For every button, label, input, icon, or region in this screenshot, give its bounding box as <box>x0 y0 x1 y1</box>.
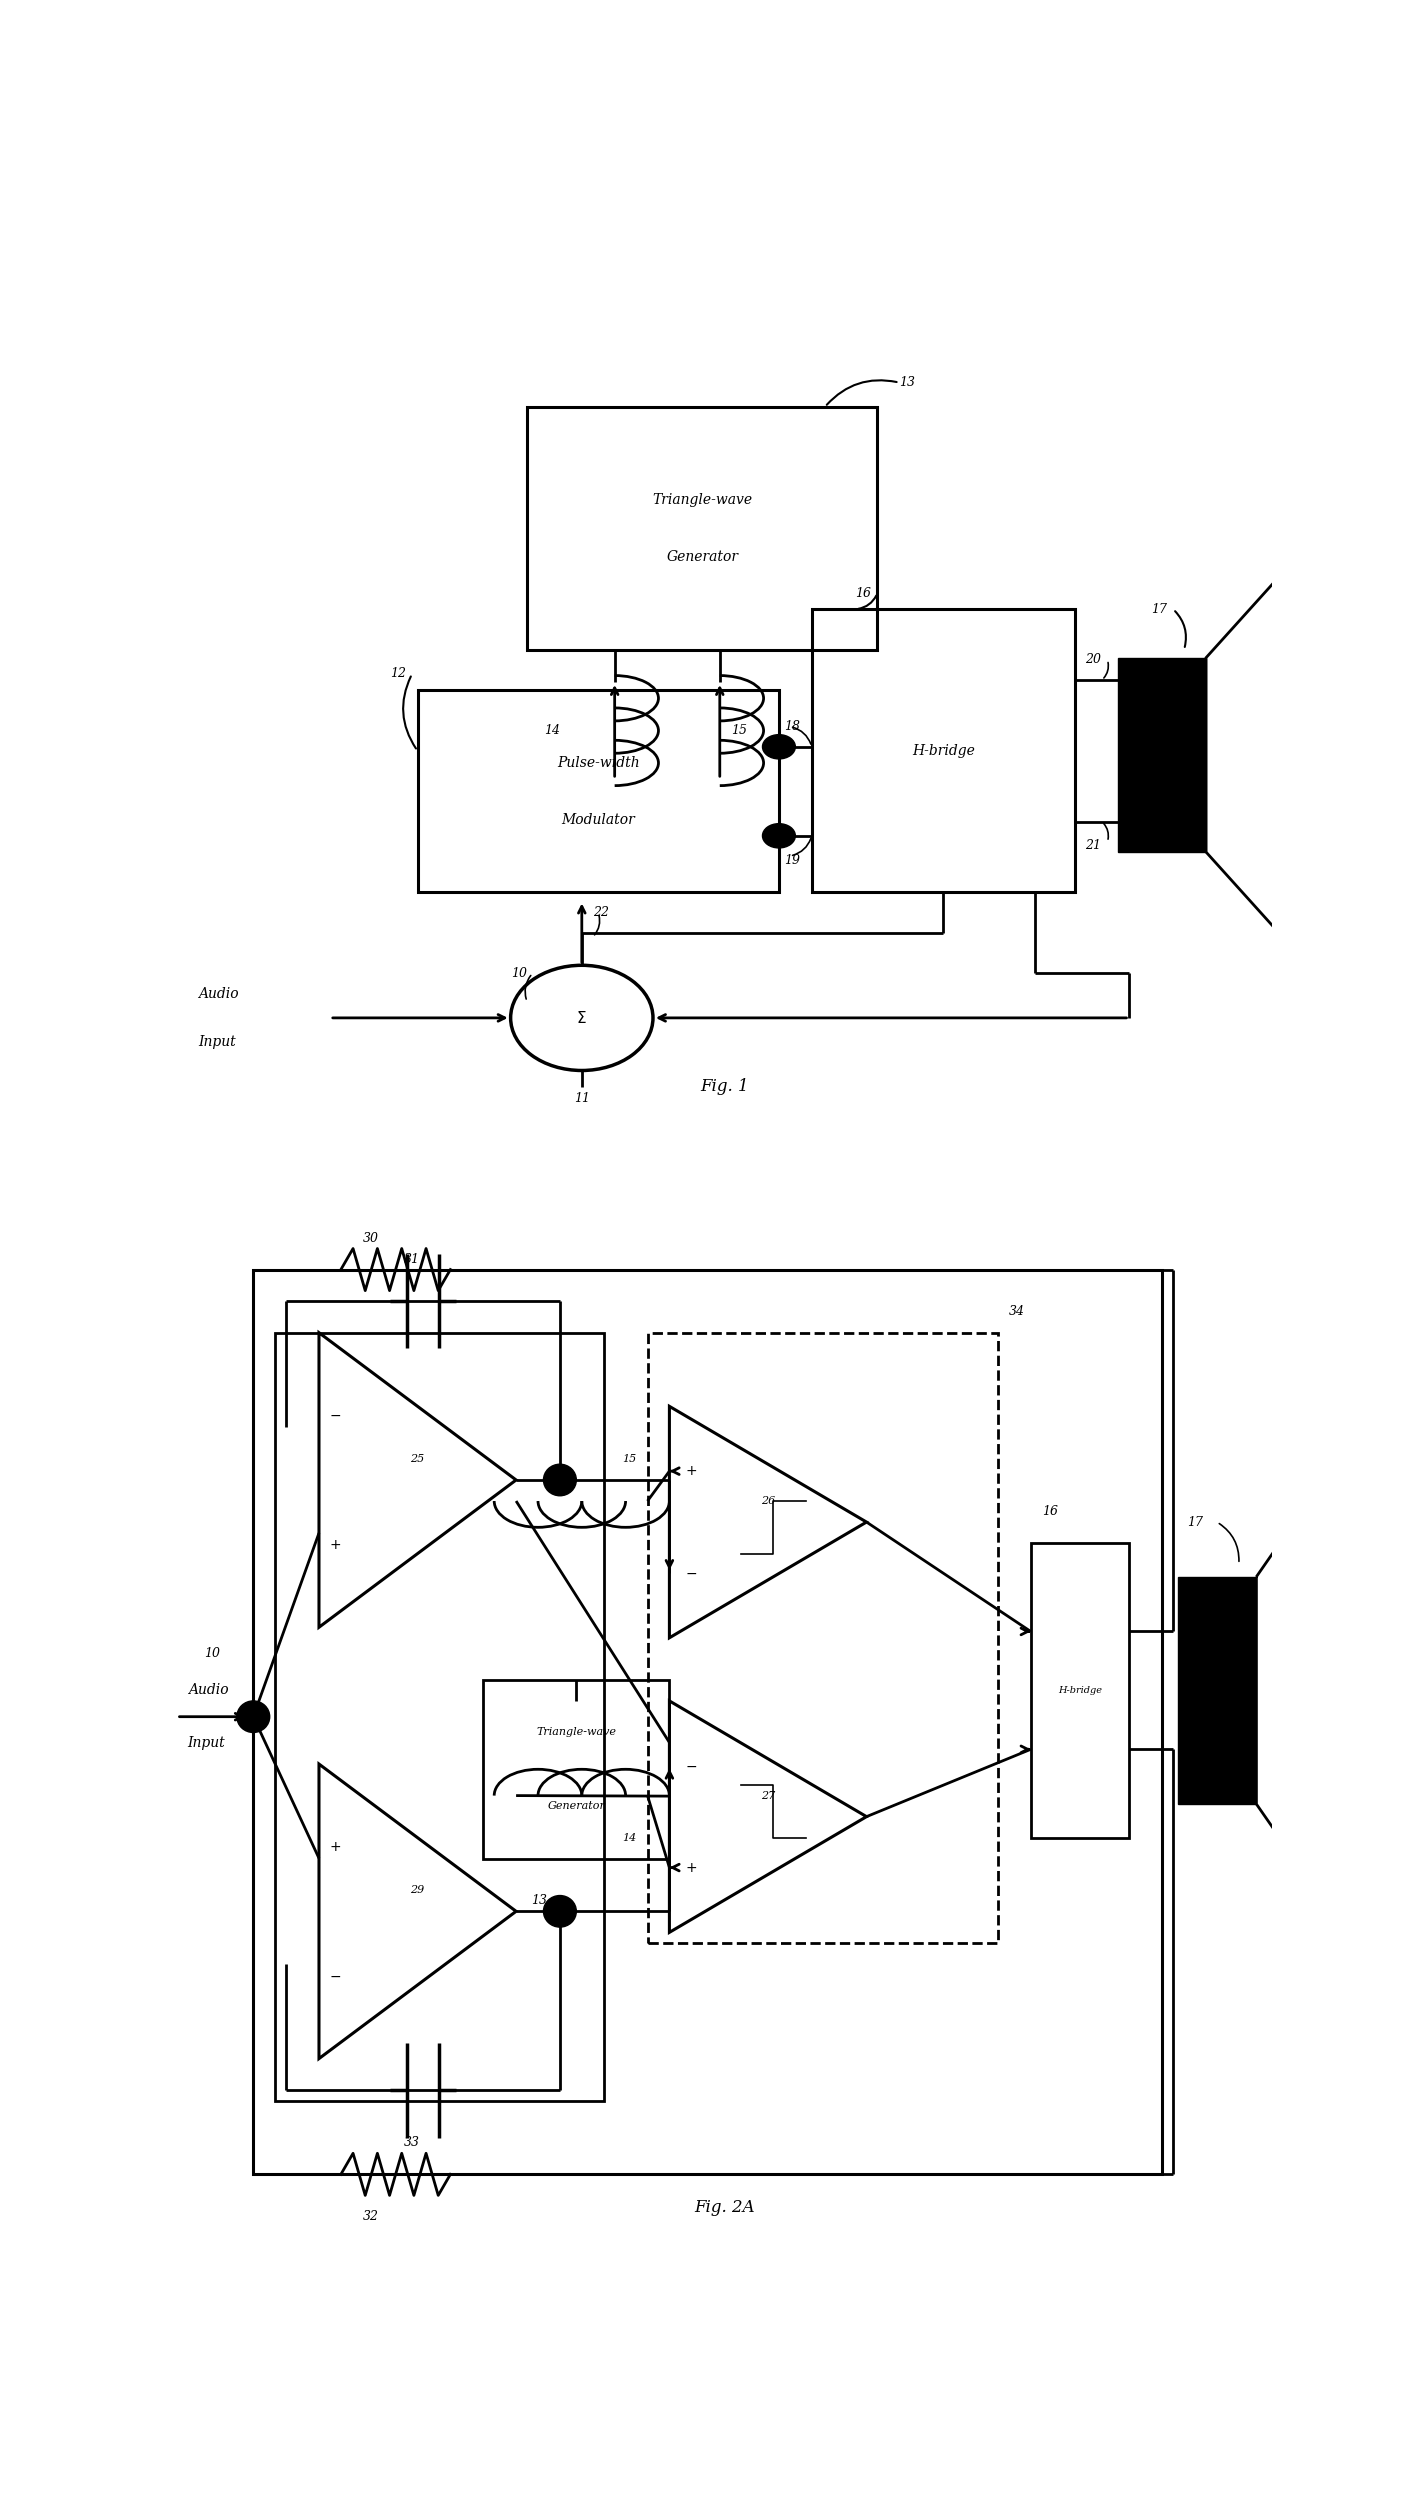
Text: Input: Input <box>198 1036 236 1048</box>
Text: Triangle-wave: Triangle-wave <box>537 1727 616 1737</box>
Text: 26: 26 <box>760 1496 776 1506</box>
Text: $+$: $+$ <box>685 1860 698 1875</box>
Text: 15: 15 <box>731 724 746 737</box>
Text: 16: 16 <box>856 586 872 598</box>
Bar <box>483 1679 670 1858</box>
Bar <box>1031 1544 1129 1838</box>
Text: 31: 31 <box>404 1252 420 1265</box>
Bar <box>253 1270 1161 2175</box>
Text: $-$: $-$ <box>685 1760 698 1772</box>
Text: 30: 30 <box>363 1232 379 1244</box>
Bar <box>418 691 779 892</box>
Text: 13: 13 <box>531 1896 547 1908</box>
Text: $+$: $+$ <box>329 1539 342 1551</box>
Text: Generator: Generator <box>547 1800 605 1810</box>
Text: 14: 14 <box>544 724 560 737</box>
Bar <box>811 608 1074 892</box>
Bar <box>647 1332 998 1943</box>
Text: 12: 12 <box>390 666 407 681</box>
Text: 29: 29 <box>410 1886 425 1896</box>
Text: 33: 33 <box>404 2137 420 2149</box>
Text: $-$: $-$ <box>329 1968 342 1984</box>
Circle shape <box>763 825 796 847</box>
Circle shape <box>237 1702 270 1732</box>
Text: Pulse-width: Pulse-width <box>557 757 640 769</box>
Text: 25: 25 <box>410 1453 425 1463</box>
Text: Generator: Generator <box>667 551 738 563</box>
Text: H-bridge: H-bridge <box>1058 1687 1102 1694</box>
Circle shape <box>544 1463 577 1496</box>
Text: Audio: Audio <box>198 985 239 1001</box>
Circle shape <box>763 734 796 759</box>
Text: 15: 15 <box>622 1453 636 1463</box>
Bar <box>527 407 877 649</box>
Text: $-$: $-$ <box>685 1566 698 1579</box>
Text: $\Sigma$: $\Sigma$ <box>577 1011 588 1026</box>
Text: 34: 34 <box>1009 1305 1024 1317</box>
Bar <box>276 1332 603 2102</box>
Text: H-bridge: H-bridge <box>911 744 975 757</box>
Text: 18: 18 <box>784 719 800 734</box>
Text: 11: 11 <box>574 1091 589 1106</box>
Text: 10: 10 <box>203 1647 220 1659</box>
Text: 14: 14 <box>622 1833 636 1843</box>
Text: Triangle-wave: Triangle-wave <box>653 493 752 508</box>
Text: 21: 21 <box>1085 840 1102 852</box>
Bar <box>1119 659 1207 852</box>
Text: 10: 10 <box>512 968 527 980</box>
Text: 20: 20 <box>1085 654 1102 666</box>
Text: $+$: $+$ <box>329 1840 342 1853</box>
Text: 27: 27 <box>760 1790 776 1800</box>
Text: 13: 13 <box>900 377 916 390</box>
Circle shape <box>544 1896 577 1928</box>
Text: 17: 17 <box>1187 1516 1202 1529</box>
Text: Modulator: Modulator <box>561 812 634 827</box>
Text: 16: 16 <box>1041 1506 1058 1518</box>
Text: Fig. 2A: Fig. 2A <box>694 2200 755 2217</box>
Bar <box>1177 1576 1256 1805</box>
Text: 32: 32 <box>363 2210 379 2222</box>
Text: Fig. 1: Fig. 1 <box>699 1079 749 1094</box>
Text: 17: 17 <box>1152 603 1167 616</box>
Text: $-$: $-$ <box>329 1408 342 1423</box>
Text: 22: 22 <box>593 905 609 920</box>
Text: Audio: Audio <box>188 1684 229 1697</box>
Text: $+$: $+$ <box>685 1463 698 1478</box>
Text: Input: Input <box>188 1737 225 1750</box>
Text: 19: 19 <box>784 855 800 867</box>
